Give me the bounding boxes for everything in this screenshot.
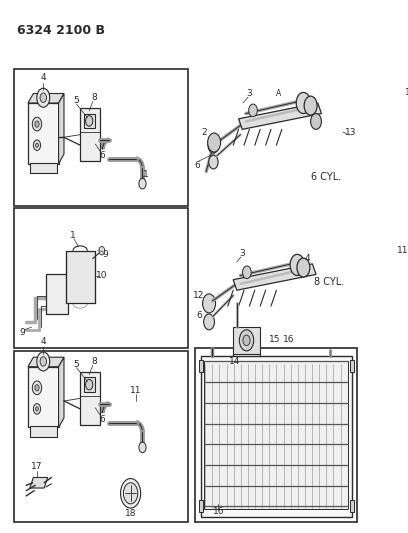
Text: 4: 4 [40, 73, 46, 82]
Circle shape [243, 266, 251, 279]
Text: 13: 13 [344, 127, 356, 136]
Text: 6: 6 [99, 151, 105, 160]
Circle shape [297, 258, 310, 277]
Text: 6: 6 [194, 161, 200, 169]
Circle shape [37, 88, 50, 107]
Circle shape [35, 143, 38, 147]
Text: 9: 9 [102, 251, 108, 260]
Circle shape [296, 92, 310, 114]
Bar [30, 163, 57, 173]
Circle shape [32, 117, 42, 131]
Circle shape [86, 379, 93, 390]
Bar [84, 114, 95, 128]
Text: 1: 1 [405, 88, 408, 97]
Text: 10: 10 [96, 271, 108, 280]
Circle shape [249, 104, 257, 117]
Circle shape [40, 357, 47, 366]
Circle shape [123, 483, 138, 504]
Circle shape [290, 254, 304, 276]
Circle shape [35, 121, 39, 127]
Circle shape [120, 479, 141, 508]
Bar [199, 360, 203, 372]
Circle shape [239, 330, 254, 351]
Text: 2: 2 [202, 127, 207, 136]
Polygon shape [30, 478, 48, 488]
Text: 6: 6 [99, 415, 105, 424]
Circle shape [209, 155, 218, 169]
Circle shape [35, 407, 38, 411]
Circle shape [35, 385, 39, 391]
Bar [80, 372, 100, 425]
Bar [13, 69, 188, 206]
Polygon shape [59, 93, 64, 164]
Text: 18: 18 [125, 509, 136, 518]
Circle shape [203, 294, 215, 313]
Bar [233, 327, 260, 353]
Bar [46, 274, 68, 314]
Text: 16: 16 [283, 335, 295, 344]
Text: 5: 5 [74, 96, 80, 105]
Text: 1: 1 [70, 231, 76, 240]
Circle shape [139, 442, 146, 453]
Text: A: A [275, 89, 281, 98]
Text: 6324 2100 B: 6324 2100 B [17, 24, 105, 37]
Bar [84, 377, 95, 392]
Circle shape [243, 335, 250, 345]
Text: 3: 3 [246, 89, 252, 98]
Circle shape [37, 352, 50, 371]
Circle shape [304, 96, 317, 115]
Text: 8: 8 [92, 93, 98, 102]
Text: 8 CYL.: 8 CYL. [314, 277, 344, 287]
Bar [195, 348, 357, 522]
Text: 4: 4 [40, 337, 46, 346]
Polygon shape [233, 264, 316, 290]
Circle shape [310, 114, 322, 130]
Polygon shape [59, 357, 64, 427]
Circle shape [32, 381, 42, 394]
Bar [28, 367, 59, 427]
Bar [30, 426, 57, 437]
Text: 11: 11 [397, 246, 408, 255]
Text: 15: 15 [269, 335, 280, 344]
Text: 4: 4 [304, 254, 310, 263]
Circle shape [33, 140, 40, 150]
Circle shape [86, 116, 93, 126]
Bar [350, 360, 354, 372]
Text: 14: 14 [229, 357, 241, 366]
Circle shape [99, 246, 105, 255]
Text: 6: 6 [197, 311, 203, 319]
Circle shape [139, 179, 146, 189]
Text: 12: 12 [193, 291, 205, 300]
Circle shape [40, 93, 47, 102]
Bar [28, 103, 59, 164]
Polygon shape [66, 251, 95, 303]
Circle shape [208, 138, 219, 153]
Text: 1: 1 [143, 169, 149, 179]
Text: 8: 8 [92, 357, 98, 366]
Bar [350, 500, 354, 512]
Circle shape [208, 133, 221, 152]
Bar [204, 361, 348, 509]
Text: 9: 9 [20, 328, 25, 337]
Text: 6 CYL.: 6 CYL. [310, 172, 341, 182]
Text: 16: 16 [213, 507, 225, 516]
Polygon shape [28, 93, 64, 103]
Bar [201, 356, 352, 517]
Polygon shape [28, 357, 64, 367]
Text: 3: 3 [239, 249, 245, 258]
Bar [199, 500, 203, 512]
Polygon shape [239, 103, 322, 130]
Text: 5: 5 [74, 360, 80, 369]
Text: 11: 11 [130, 386, 142, 395]
Bar [13, 351, 188, 522]
Circle shape [33, 403, 40, 414]
Bar [80, 108, 100, 161]
Text: 17: 17 [31, 463, 43, 471]
Bar [13, 208, 188, 348]
Circle shape [204, 314, 215, 330]
